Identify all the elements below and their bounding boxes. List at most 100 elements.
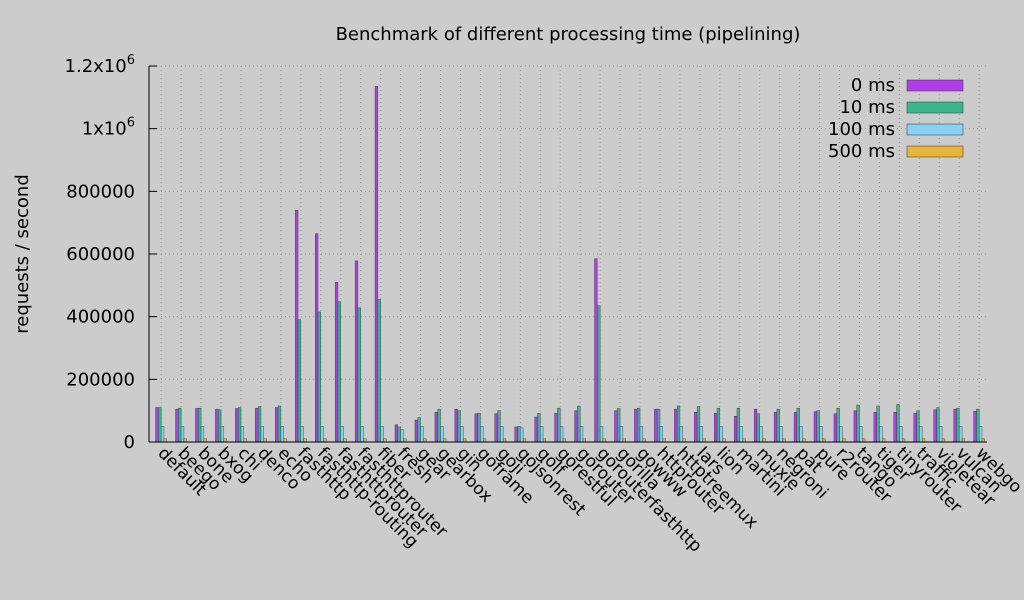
bar xyxy=(477,412,481,443)
bar-layer xyxy=(155,86,986,443)
bar xyxy=(619,426,624,443)
bar xyxy=(973,411,977,443)
bar xyxy=(856,404,860,443)
bar xyxy=(537,412,541,443)
bar xyxy=(736,407,740,443)
bar xyxy=(734,416,738,443)
legend-swatch xyxy=(906,101,964,114)
y-tick-label: 1.2x106 xyxy=(65,53,135,77)
bar xyxy=(776,408,780,443)
bar xyxy=(676,405,681,443)
bar xyxy=(674,408,678,443)
bar xyxy=(237,407,242,443)
bar xyxy=(257,406,262,443)
bar xyxy=(218,409,222,443)
bar xyxy=(916,410,920,443)
bar xyxy=(175,408,179,443)
bar xyxy=(494,413,498,443)
bar xyxy=(759,426,763,443)
bar xyxy=(979,426,983,443)
legend-label: 100 ms xyxy=(828,119,895,140)
legend-swatch xyxy=(906,79,964,92)
bar xyxy=(420,426,424,443)
bar xyxy=(637,407,641,443)
bar xyxy=(454,408,458,443)
bar xyxy=(255,407,259,443)
y-tick-label: 600000 xyxy=(66,244,135,265)
bar xyxy=(320,426,324,443)
y-tick-label: 1x106 xyxy=(82,116,135,140)
bar xyxy=(853,410,857,443)
bar xyxy=(753,408,758,443)
bar xyxy=(337,301,341,443)
bar xyxy=(434,412,438,443)
bar xyxy=(534,416,538,443)
bar xyxy=(520,427,524,443)
bar xyxy=(517,426,521,443)
bar xyxy=(457,410,461,443)
bar xyxy=(480,426,484,443)
legend-swatch xyxy=(906,123,964,136)
bar xyxy=(876,405,880,443)
legend-swatch xyxy=(906,145,964,158)
bar xyxy=(540,426,544,443)
bar xyxy=(836,407,840,443)
bar xyxy=(577,405,581,443)
bar xyxy=(956,407,960,443)
bar xyxy=(959,426,963,443)
bar xyxy=(617,408,621,443)
bar xyxy=(155,407,159,443)
bar xyxy=(417,417,421,443)
bar xyxy=(275,407,279,443)
bar xyxy=(599,426,604,443)
bar xyxy=(699,426,703,443)
bar xyxy=(594,258,598,443)
bar xyxy=(514,426,518,443)
bar xyxy=(779,426,783,443)
bar xyxy=(819,426,823,443)
bar xyxy=(497,410,501,443)
bar xyxy=(474,413,478,443)
bar xyxy=(315,233,319,443)
bar xyxy=(719,426,723,443)
bar xyxy=(374,86,379,443)
y-tick-label: 400000 xyxy=(66,307,135,328)
bar xyxy=(354,260,359,443)
bar xyxy=(696,406,701,443)
bar xyxy=(913,412,917,443)
y-axis-label: requests / second xyxy=(12,174,33,334)
bar xyxy=(300,426,304,443)
bar xyxy=(579,426,584,443)
bar xyxy=(160,426,165,443)
bar xyxy=(694,412,698,443)
bar xyxy=(460,426,464,443)
bar xyxy=(773,412,778,443)
bar xyxy=(440,426,444,443)
bar xyxy=(813,411,818,443)
bar xyxy=(277,405,282,443)
bar xyxy=(597,305,601,443)
bar xyxy=(859,426,863,443)
bar xyxy=(200,426,205,443)
legend-label: 0 ms xyxy=(851,75,895,96)
chart-title: Benchmark of different processing time (… xyxy=(336,24,801,45)
bar xyxy=(656,408,661,443)
bar xyxy=(739,426,743,443)
bar xyxy=(756,413,760,443)
bar xyxy=(939,426,943,443)
bar xyxy=(414,419,418,443)
bar xyxy=(195,408,199,443)
bar xyxy=(360,426,364,443)
bar xyxy=(793,412,798,443)
bar xyxy=(394,424,399,443)
bar xyxy=(158,407,162,443)
bar xyxy=(679,426,683,443)
bar xyxy=(215,408,219,443)
bar xyxy=(654,408,658,443)
bar xyxy=(976,408,980,443)
grid-layer xyxy=(149,65,987,442)
bar xyxy=(639,426,644,443)
bar xyxy=(198,407,202,443)
bar xyxy=(377,299,381,443)
